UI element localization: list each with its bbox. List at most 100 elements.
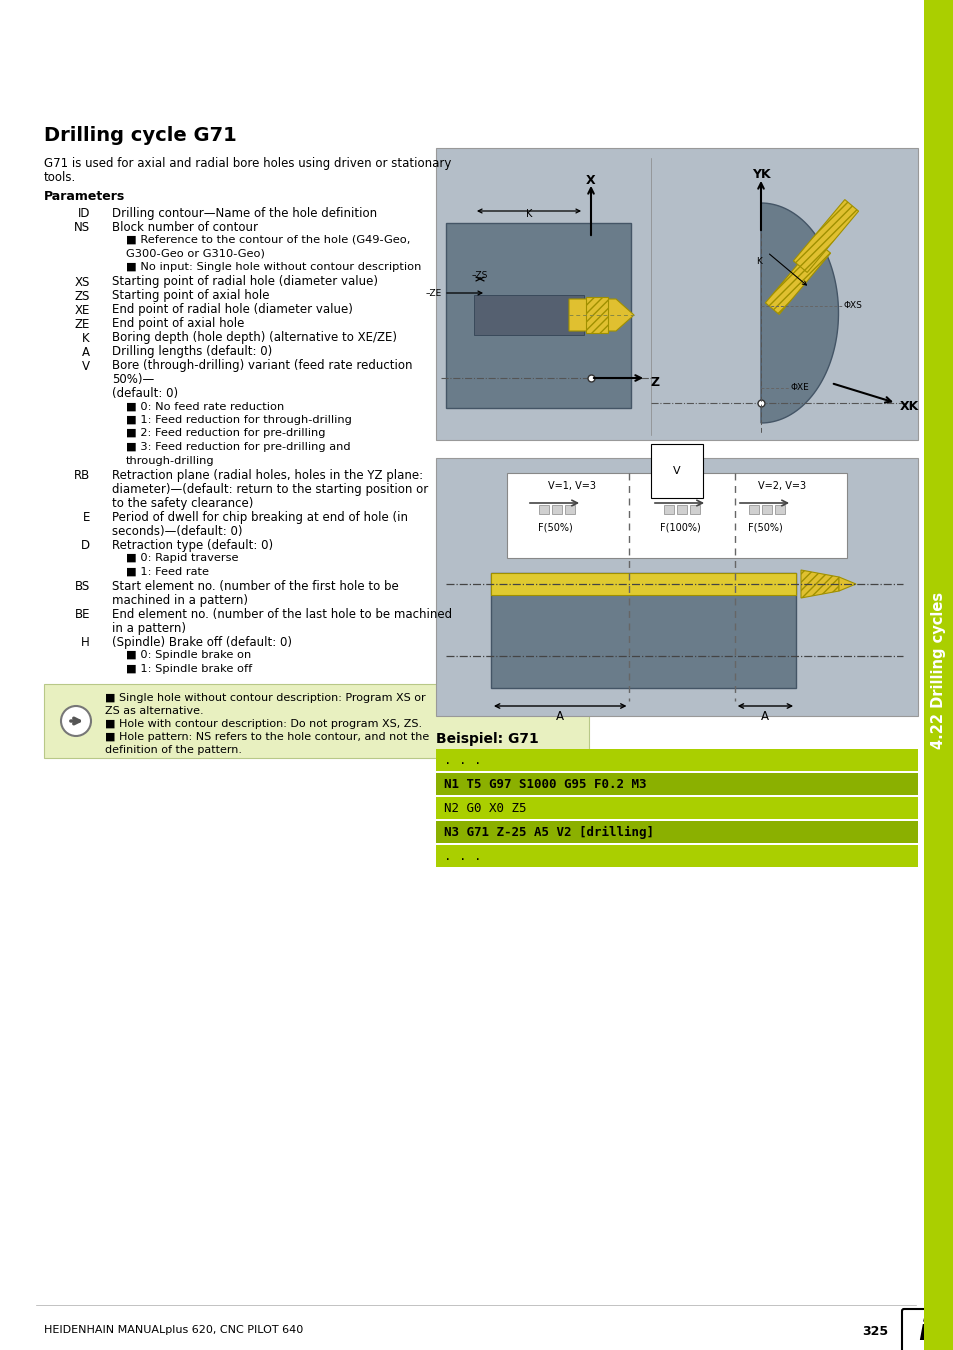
Text: ΦXS: ΦXS — [843, 301, 862, 310]
Text: End element no. (number of the last hole to be machined: End element no. (number of the last hole… — [112, 608, 452, 621]
Bar — [436, 796, 917, 819]
Text: D: D — [81, 539, 90, 552]
Text: XE: XE — [74, 304, 90, 316]
Text: N1 T5 G97 S1000 G95 F0.2 M3: N1 T5 G97 S1000 G95 F0.2 M3 — [443, 778, 646, 791]
Text: H: H — [81, 636, 90, 649]
Text: i: i — [918, 1318, 926, 1346]
Text: A: A — [556, 710, 563, 724]
Text: ■ 1: Spindle brake off: ■ 1: Spindle brake off — [126, 663, 252, 674]
Text: K: K — [525, 209, 532, 219]
Polygon shape — [585, 297, 607, 333]
Bar — [761, 505, 771, 514]
Text: HEIDENHAIN MANUALplus 620, CNC PILOT 640: HEIDENHAIN MANUALplus 620, CNC PILOT 640 — [44, 1324, 303, 1335]
Text: Retraction type (default: 0): Retraction type (default: 0) — [112, 539, 273, 552]
Bar — [436, 749, 917, 771]
Text: tools.: tools. — [44, 171, 76, 184]
Bar — [436, 458, 917, 716]
Polygon shape — [801, 570, 838, 598]
Text: to the safety clearance): to the safety clearance) — [112, 497, 253, 510]
Bar — [436, 774, 917, 795]
Text: in a pattern): in a pattern) — [112, 622, 186, 634]
Bar — [446, 223, 630, 408]
Text: F(100%): F(100%) — [659, 522, 700, 533]
Bar — [491, 572, 795, 595]
Text: ■ No input: Single hole without contour description: ■ No input: Single hole without contour … — [126, 262, 421, 271]
Text: X: X — [585, 174, 596, 188]
Text: . . .: . . . — [443, 753, 481, 767]
Text: –ZE: –ZE — [425, 289, 441, 298]
Text: Bore (through-drilling) variant (feed rate reduction: Bore (through-drilling) variant (feed ra… — [112, 359, 412, 373]
Text: ■ 3: Feed reduction for pre-drilling and: ■ 3: Feed reduction for pre-drilling and — [126, 441, 351, 452]
Polygon shape — [764, 242, 830, 315]
Text: ■ Hole with contour description: Do not program XS, ZS.: ■ Hole with contour description: Do not … — [105, 720, 421, 729]
Text: ■ 2: Feed reduction for pre-drilling: ■ 2: Feed reduction for pre-drilling — [126, 428, 325, 439]
Text: 50%)—: 50%)— — [112, 374, 154, 386]
Text: Starting point of axial hole: Starting point of axial hole — [112, 289, 269, 302]
Text: NS: NS — [73, 221, 90, 234]
Text: ■ 0: Rapid traverse: ■ 0: Rapid traverse — [126, 554, 238, 563]
Text: definition of the pattern.: definition of the pattern. — [105, 745, 242, 755]
Text: A: A — [82, 346, 90, 359]
Text: ID: ID — [77, 207, 90, 220]
Text: ZS: ZS — [74, 289, 90, 302]
Text: (Spindle) Brake off (default: 0): (Spindle) Brake off (default: 0) — [112, 636, 292, 649]
Bar — [774, 505, 784, 514]
Bar — [748, 505, 759, 514]
Bar — [436, 821, 917, 842]
Text: Drilling contour—Name of the hole definition: Drilling contour—Name of the hole defini… — [112, 207, 376, 220]
Text: 325: 325 — [861, 1324, 887, 1338]
Bar — [538, 505, 548, 514]
Text: Retraction plane (radial holes, holes in the YZ plane:: Retraction plane (radial holes, holes in… — [112, 468, 423, 482]
Text: Starting point of radial hole (diameter value): Starting point of radial hole (diameter … — [112, 275, 377, 289]
Bar — [663, 505, 673, 514]
Text: A: A — [760, 710, 768, 724]
Polygon shape — [760, 202, 838, 423]
Text: ■ 1: Feed rate: ■ 1: Feed rate — [126, 567, 209, 576]
Text: Boring depth (hole depth) (alternative to XE/ZE): Boring depth (hole depth) (alternative t… — [112, 332, 396, 344]
Polygon shape — [838, 576, 855, 591]
Bar — [677, 505, 686, 514]
Text: K: K — [82, 332, 90, 344]
Text: N3 G71 Z-25 A5 V2 [drilling]: N3 G71 Z-25 A5 V2 [drilling] — [443, 825, 654, 838]
Text: BE: BE — [74, 608, 90, 621]
Text: ■ 0: No feed rate reduction: ■ 0: No feed rate reduction — [126, 401, 284, 412]
Text: F(50%): F(50%) — [537, 522, 572, 533]
Bar — [436, 845, 917, 867]
FancyBboxPatch shape — [901, 1310, 943, 1350]
Text: Period of dwell for chip breaking at end of hole (in: Period of dwell for chip breaking at end… — [112, 512, 408, 524]
Text: –ZS: –ZS — [472, 271, 488, 279]
Text: ZS as alternative.: ZS as alternative. — [105, 706, 203, 716]
Bar — [436, 148, 917, 440]
Text: ■ 1: Feed reduction for through-drilling: ■ 1: Feed reduction for through-drilling — [126, 414, 352, 425]
Text: ■ Hole pattern: NS refers to the hole contour, and not the: ■ Hole pattern: NS refers to the hole co… — [105, 732, 429, 742]
Text: Drilling lengths (default: 0): Drilling lengths (default: 0) — [112, 346, 272, 359]
Text: ■ 0: Spindle brake on: ■ 0: Spindle brake on — [126, 649, 251, 660]
Text: G300-Geo or G310-Geo): G300-Geo or G310-Geo) — [126, 248, 265, 258]
Text: ■ Single hole without contour description: Program XS or: ■ Single hole without contour descriptio… — [105, 693, 425, 703]
Text: (default: 0): (default: 0) — [112, 387, 178, 401]
FancyBboxPatch shape — [44, 684, 588, 757]
Text: Block number of contour: Block number of contour — [112, 221, 257, 234]
Text: ZE: ZE — [74, 317, 90, 331]
Text: XS: XS — [74, 275, 90, 289]
Text: seconds)—(default: 0): seconds)—(default: 0) — [112, 525, 242, 539]
Text: XK: XK — [899, 400, 919, 413]
Text: Parameters: Parameters — [44, 190, 125, 202]
Polygon shape — [568, 298, 634, 331]
Text: Beispiel: G71: Beispiel: G71 — [436, 732, 538, 747]
Bar — [506, 472, 846, 558]
Bar — [689, 505, 700, 514]
Polygon shape — [793, 200, 858, 273]
Text: E: E — [83, 512, 90, 524]
Text: machined in a pattern): machined in a pattern) — [112, 594, 248, 608]
Text: V=1, V=3: V=1, V=3 — [547, 481, 596, 491]
Text: F(50%): F(50%) — [747, 522, 781, 533]
Text: End point of axial hole: End point of axial hole — [112, 317, 244, 331]
Text: YK: YK — [751, 167, 769, 181]
Text: . . .: . . . — [443, 849, 481, 863]
Text: V=2, V=3: V=2, V=3 — [757, 481, 805, 491]
Text: N2 G0 X0 Z5: N2 G0 X0 Z5 — [443, 802, 526, 814]
Bar — [564, 505, 575, 514]
Text: Z: Z — [650, 375, 659, 389]
Text: Drilling cycle G71: Drilling cycle G71 — [44, 126, 236, 144]
